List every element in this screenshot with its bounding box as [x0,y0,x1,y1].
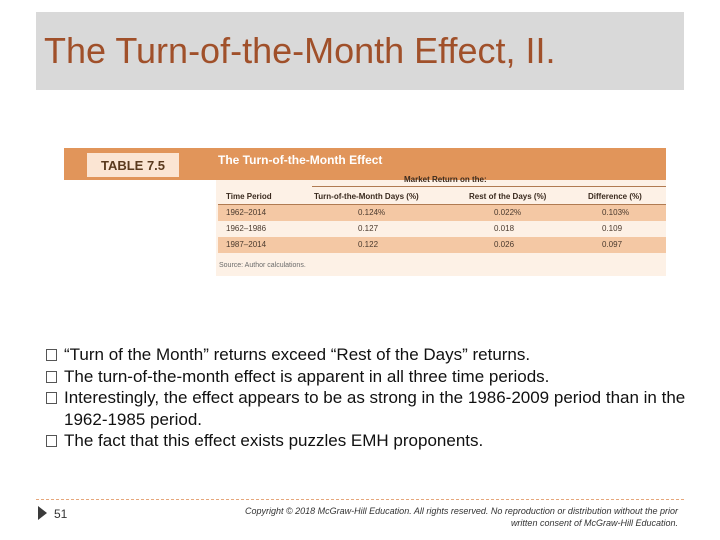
column-header-rule [218,204,666,205]
table-cell: 1962–2014 [226,208,267,217]
bullet-text: “Turn of the Month” returns exceed “Rest… [64,345,531,364]
table-row: 1962–1986 0.127 0.018 0.109 [218,221,666,237]
column-header-time-period: Time Period [226,192,272,201]
table-cell: 0.018 [494,224,515,233]
table-label: TABLE 7.5 [86,152,180,178]
slide-title: The Turn-of-the-Month Effect, II. [44,30,556,71]
bullet-item: The turn-of-the-month effect is apparent… [46,366,686,388]
bullet-item: Interestingly, the effect appears to be … [46,387,686,430]
bullet-item: “Turn of the Month” returns exceed “Rest… [46,344,686,366]
table-cell: 0.124% [358,208,386,217]
column-header-difference: Difference (%) [588,192,642,201]
table-source-note: Source: Author calculations. [219,262,306,269]
table-row: 1962–2014 0.124% 0.022% 0.103% [218,205,666,221]
title-band [36,12,684,90]
table-cell: 1987–2014 [226,240,267,249]
bullet-list: “Turn of the Month” returns exceed “Rest… [46,344,686,452]
column-header-rest-of-days: Rest of the Days (%) [469,192,547,201]
table-cell: 0.097 [602,240,623,249]
table-cell: 1962–1986 [226,224,267,233]
table-cell: 0.127 [358,224,379,233]
table-spanning-header: Market Return on the: [404,175,487,184]
square-bullet-icon [46,392,57,404]
table-cell: 0.109 [602,224,623,233]
copyright-notice: Copyright © 2018 McGraw-Hill Education. … [245,506,678,528]
table-cell: 0.103% [602,208,630,217]
square-bullet-icon [46,370,57,383]
bullet-text: The turn-of-the-month effect is apparent… [64,366,550,386]
spanning-header-rule [312,186,666,187]
square-bullet-icon [46,349,57,361]
table-cell: 0.022% [494,208,522,217]
table-figure: TABLE 7.5 The Turn-of-the-Month Effect M… [64,148,666,276]
table-body [216,180,666,276]
bullet-item: The fact that this effect exists puzzles… [46,430,686,452]
table-cell: 0.026 [494,240,515,249]
table-title: The Turn-of-the-Month Effect [218,153,383,167]
page-number: 51 [54,507,68,521]
bullet-text: The fact that this effect exists puzzles… [64,431,484,450]
bullet-text: Interestingly, the effect appears to be … [64,388,686,429]
table-cell: 0.122 [358,240,379,249]
play-arrow-icon [38,506,47,520]
column-header-turn-of-month: Turn-of-the-Month Days (%) [314,192,419,201]
footer-divider [36,499,684,500]
table-row: 1987–2014 0.122 0.026 0.097 [218,237,666,253]
square-bullet-icon [46,435,57,447]
